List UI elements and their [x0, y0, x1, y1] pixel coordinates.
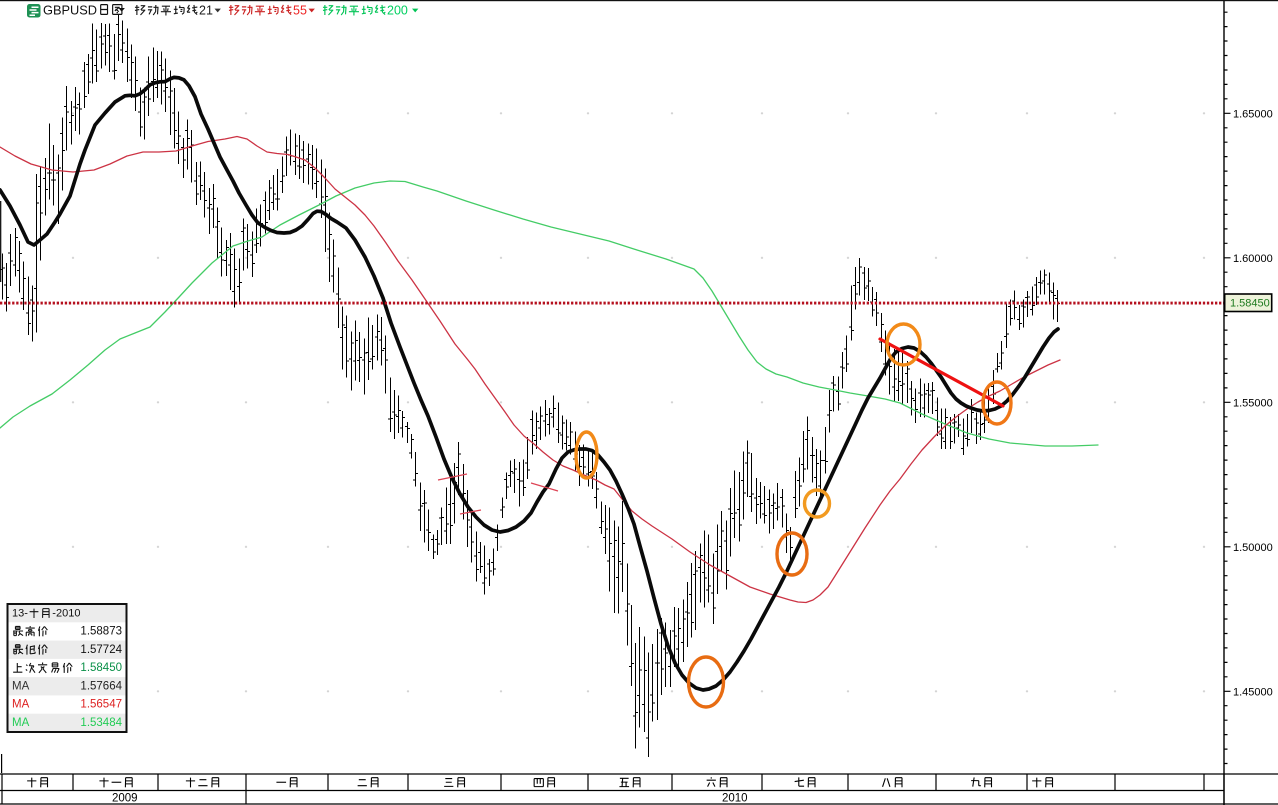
- svg-text:1.60000: 1.60000: [1233, 253, 1273, 265]
- svg-text:1.58450: 1.58450: [80, 662, 122, 674]
- svg-text:1.57724: 1.57724: [80, 644, 122, 656]
- svg-text:1.53484: 1.53484: [80, 717, 122, 729]
- svg-text:1.55000: 1.55000: [1233, 397, 1273, 409]
- svg-text:1.50000: 1.50000: [1233, 542, 1273, 554]
- svg-text:1.57664: 1.57664: [80, 680, 122, 692]
- svg-text:2009: 2009: [112, 793, 138, 805]
- svg-text:1.58873: 1.58873: [80, 626, 122, 638]
- svg-text:1.65000: 1.65000: [1233, 108, 1273, 120]
- svg-text:21: 21: [199, 4, 213, 18]
- svg-text:13-: 13-: [12, 608, 28, 620]
- svg-text:200: 200: [387, 4, 408, 18]
- svg-text:2010: 2010: [722, 793, 748, 805]
- svg-text:MA: MA: [12, 717, 30, 729]
- svg-text:1.56547: 1.56547: [80, 699, 122, 711]
- svg-text:GBPUSD: GBPUSD: [43, 3, 97, 18]
- svg-text:MA: MA: [12, 699, 30, 711]
- svg-text:MA: MA: [12, 680, 30, 692]
- svg-text:1.58450: 1.58450: [1230, 298, 1270, 310]
- svg-text:55: 55: [293, 4, 307, 18]
- svg-text:-2010: -2010: [52, 608, 80, 620]
- svg-text:1.45000: 1.45000: [1233, 686, 1273, 698]
